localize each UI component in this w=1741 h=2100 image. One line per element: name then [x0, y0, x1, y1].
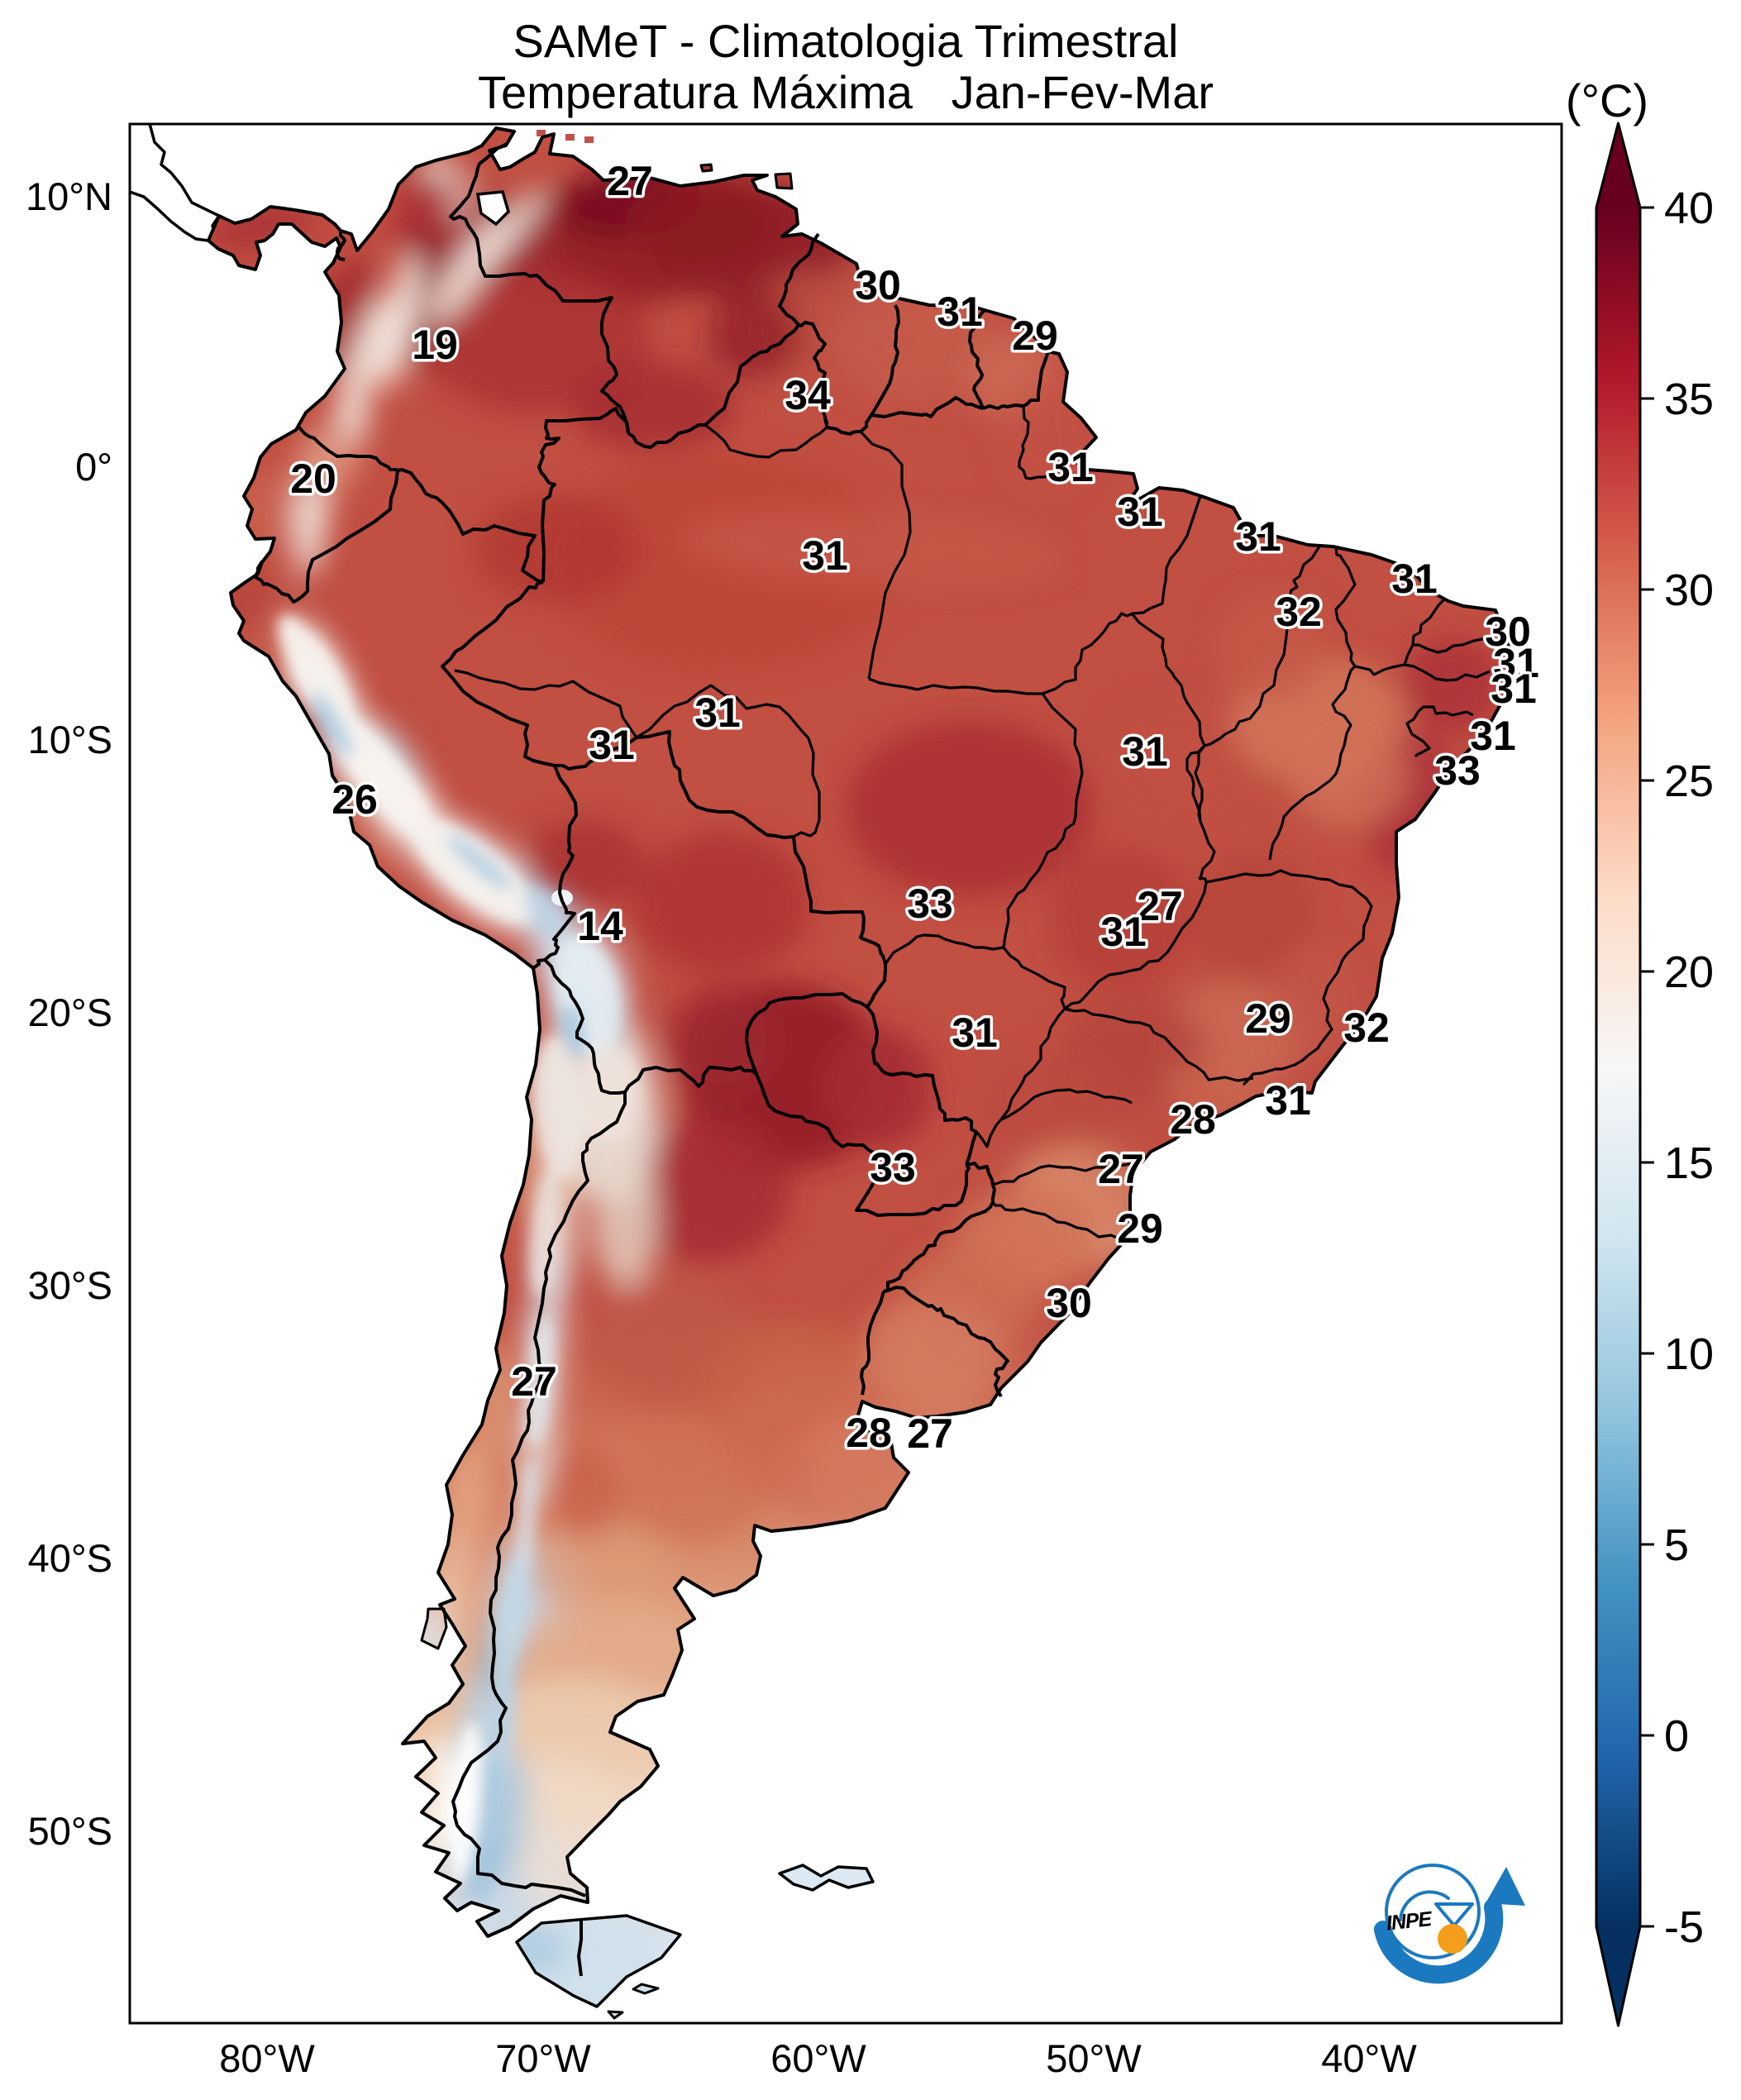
svg-text:27: 27 — [607, 158, 653, 204]
svg-text:25: 25 — [1664, 756, 1714, 806]
svg-text:32: 32 — [1276, 589, 1322, 635]
svg-text:33: 33 — [870, 1144, 916, 1191]
svg-text:SAMeT - Climatologia Trimestra: SAMeT - Climatologia Trimestral — [513, 15, 1179, 67]
svg-text:27: 27 — [907, 1410, 953, 1457]
svg-text:50°W: 50°W — [1046, 2036, 1142, 2080]
svg-text:20: 20 — [1664, 947, 1714, 997]
svg-text:20°S: 20°S — [28, 990, 112, 1034]
svg-text:31: 31 — [802, 532, 848, 579]
svg-text:INPE: INPE — [1386, 1907, 1434, 1935]
svg-text:15: 15 — [1664, 1138, 1714, 1188]
svg-text:28: 28 — [846, 1410, 892, 1456]
svg-text:60°W: 60°W — [770, 2036, 866, 2080]
svg-text:31: 31 — [1470, 713, 1516, 759]
svg-text:31: 31 — [1047, 444, 1094, 490]
svg-text:34: 34 — [785, 372, 831, 418]
svg-text:35: 35 — [1664, 375, 1714, 424]
svg-text:29: 29 — [1245, 995, 1291, 1042]
svg-text:31: 31 — [952, 1009, 998, 1056]
svg-text:0: 0 — [1664, 1711, 1689, 1761]
svg-text:31: 31 — [1100, 909, 1147, 955]
svg-text:30°S: 30°S — [28, 1263, 112, 1307]
svg-text:27: 27 — [1137, 883, 1183, 929]
svg-text:40°S: 40°S — [28, 1536, 112, 1580]
svg-text:31: 31 — [589, 722, 635, 768]
svg-text:70°W: 70°W — [495, 2036, 591, 2080]
svg-text:31: 31 — [937, 289, 983, 335]
svg-text:19: 19 — [412, 322, 458, 368]
svg-text:31: 31 — [1265, 1077, 1311, 1124]
svg-text:31: 31 — [1391, 556, 1438, 602]
svg-text:31: 31 — [694, 690, 741, 736]
svg-text:27: 27 — [1098, 1146, 1144, 1192]
svg-text:40: 40 — [1664, 184, 1714, 233]
svg-text:32: 32 — [1343, 1005, 1390, 1051]
svg-text:-5: -5 — [1664, 1902, 1704, 1952]
svg-text:31: 31 — [1493, 640, 1539, 686]
svg-text:0°: 0° — [75, 445, 112, 489]
svg-text:80°W: 80°W — [219, 2036, 315, 2080]
svg-text:10°S: 10°S — [28, 718, 112, 761]
svg-text:30: 30 — [1046, 1280, 1092, 1326]
svg-text:28: 28 — [1170, 1096, 1216, 1143]
svg-text:20: 20 — [290, 456, 336, 502]
svg-text:30: 30 — [855, 262, 901, 308]
svg-text:29: 29 — [1012, 313, 1058, 359]
svg-text:5: 5 — [1664, 1520, 1689, 1570]
svg-text:Temperatura Máxima Jan-Fev-M: Temperatura Máxima Jan-Fev-Mar — [478, 66, 1214, 118]
svg-text:31: 31 — [1235, 513, 1281, 560]
svg-text:30: 30 — [1485, 609, 1531, 655]
svg-text:31: 31 — [1491, 666, 1537, 712]
svg-text:26: 26 — [332, 776, 378, 823]
svg-text:14: 14 — [577, 903, 623, 949]
svg-text:29: 29 — [1117, 1205, 1163, 1252]
svg-text:27: 27 — [511, 1358, 557, 1405]
svg-text:31: 31 — [1122, 728, 1168, 775]
svg-text:33: 33 — [1434, 747, 1481, 794]
svg-text:31: 31 — [1117, 489, 1163, 535]
svg-text:30: 30 — [1664, 566, 1714, 615]
svg-text:10°N: 10°N — [26, 174, 112, 218]
svg-text:40°W: 40°W — [1321, 2036, 1417, 2080]
svg-text:50°S: 50°S — [28, 1809, 112, 1853]
svg-text:(°C): (°C) — [1566, 74, 1648, 126]
svg-text:10: 10 — [1664, 1329, 1714, 1379]
svg-text:33: 33 — [907, 881, 953, 927]
